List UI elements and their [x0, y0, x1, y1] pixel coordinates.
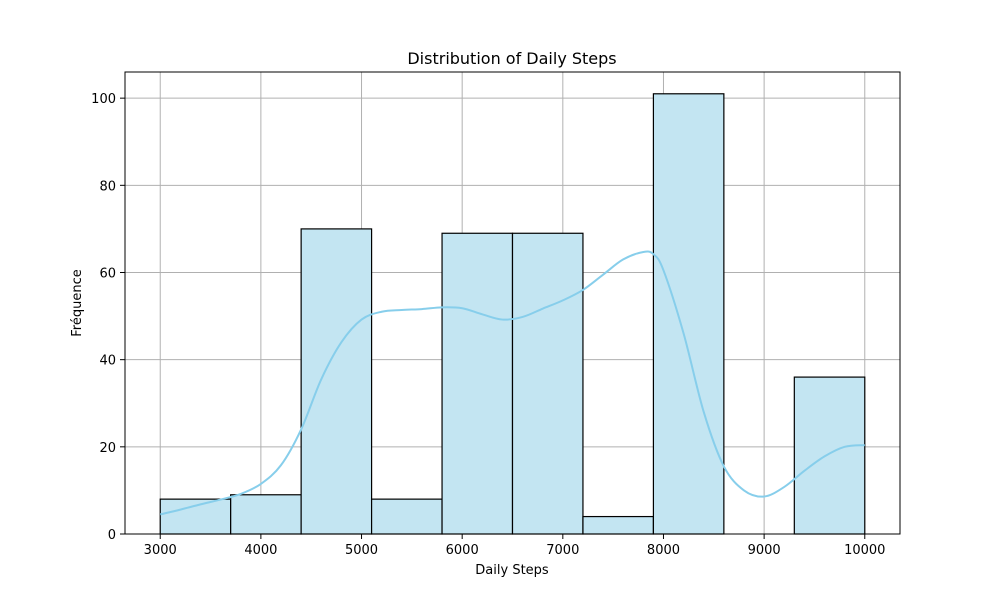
y-tick-label: 100 — [91, 92, 116, 107]
histogram-bar — [582, 515, 655, 535]
x-axis-label: Daily Steps — [475, 563, 549, 578]
x-tick-label: 8000 — [647, 543, 680, 558]
histogram-bars — [159, 93, 866, 535]
x-tick-label: 4000 — [244, 543, 277, 558]
histogram-bar — [370, 498, 443, 535]
histogram-bar — [511, 232, 584, 535]
y-tick-label: 40 — [99, 354, 116, 369]
x-tick-label: 7000 — [546, 543, 579, 558]
x-tick-label: 10000 — [844, 543, 885, 558]
y-axis-ticks: 0 20 40 60 80 100 — [91, 92, 125, 543]
y-axis-label: Fréquence — [70, 269, 85, 336]
histogram-bar — [159, 498, 232, 535]
kde-curve — [159, 250, 865, 516]
histogram-bar — [230, 494, 302, 535]
y-tick-label: 20 — [99, 441, 116, 456]
histogram-bar — [652, 93, 725, 535]
x-tick-label: 5000 — [345, 543, 378, 558]
plot-frame — [124, 71, 901, 535]
x-tick-label: 9000 — [748, 543, 781, 558]
histogram-bar — [300, 228, 373, 535]
x-tick-label: 6000 — [446, 543, 479, 558]
x-axis-ticks: 3000 4000 5000 6000 7000 8000 9000 10000 — [144, 534, 885, 558]
histogram-bar — [793, 376, 866, 535]
y-tick-label: 60 — [99, 266, 116, 281]
y-tick-label: 80 — [99, 179, 116, 194]
histogram-bar — [441, 232, 514, 535]
y-tick-label: 0 — [108, 528, 116, 543]
x-tick-label: 3000 — [144, 543, 177, 558]
chart-title: Distribution of Daily Steps — [407, 49, 616, 68]
